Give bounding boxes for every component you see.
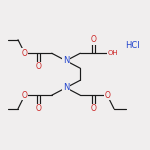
Text: OH: OH: [107, 50, 118, 56]
Text: O: O: [22, 49, 28, 58]
Text: N: N: [63, 83, 69, 92]
Text: HCl: HCl: [125, 40, 139, 50]
Text: O: O: [104, 91, 110, 100]
Text: O: O: [91, 35, 97, 44]
Text: O: O: [35, 62, 41, 71]
Text: O: O: [91, 104, 97, 113]
Text: O: O: [35, 104, 41, 113]
Text: O: O: [22, 91, 28, 100]
Text: N: N: [63, 56, 69, 65]
